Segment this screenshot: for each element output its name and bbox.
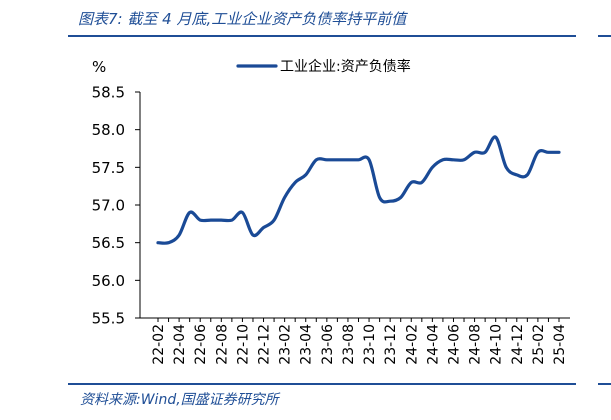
x-tick-label: 25-02 (531, 324, 547, 365)
x-tick-label: 22-10 (235, 324, 251, 365)
legend-label: 工业企业:资产负债率 (280, 58, 411, 75)
y-ticks: 58.5 58.0 57.5 57.0 56.5 56.0 55.5 (92, 84, 140, 328)
x-tick-label: 22-02 (151, 324, 167, 365)
x-tick-label: 25-04 (552, 324, 568, 365)
x-ticks: 22-02 22-04 22-06 22-08 22-10 22-12 23-02 23-04… (151, 318, 568, 365)
y-tick-label: 56.0 (92, 272, 125, 290)
x-tick-label: 24-04 (425, 324, 441, 365)
y-unit-label: % (92, 58, 106, 76)
figure-title: 图表7: 截至 4 月底,工业企业资产负债率持平前值 (78, 10, 407, 28)
x-tick-label: 23-08 (341, 324, 357, 365)
x-tick-label: 23-06 (320, 324, 336, 365)
x-tick-label: 22-04 (172, 324, 188, 365)
x-tick-label: 24-12 (510, 324, 526, 365)
x-tick-label: 24-02 (404, 324, 420, 365)
y-tick-label: 58.5 (92, 84, 125, 102)
plot-area (156, 135, 561, 245)
bottom-rule (68, 383, 576, 385)
top-rule (68, 35, 576, 37)
y-tick-label: 58.0 (92, 121, 125, 139)
series-line (156, 135, 561, 245)
x-tick-label: 22-12 (257, 324, 273, 365)
x-tick-label: 23-12 (383, 324, 399, 365)
x-tick-label: 22-06 (193, 324, 209, 365)
x-tick-label: 23-10 (362, 324, 378, 365)
bottom-rule-right (598, 383, 611, 385)
x-tick-label: 24-06 (446, 324, 462, 365)
y-tick-label: 55.5 (92, 310, 125, 328)
chart-axes: % (92, 58, 570, 319)
legend: 工业企业:资产负债率 (236, 58, 411, 75)
x-tick-label: 24-10 (489, 324, 505, 365)
y-tick-label: 57.5 (92, 159, 125, 177)
y-tick-label: 56.5 (92, 234, 125, 252)
x-tick-label: 22-08 (214, 324, 230, 365)
y-tick-label: 57.0 (92, 197, 125, 215)
x-tick-label: 23-04 (299, 324, 315, 365)
x-tick-label: 23-02 (278, 324, 294, 365)
x-tick-label: 24-08 (468, 324, 484, 365)
source-note: 资料来源:Wind,国盛证券研究所 (80, 392, 279, 408)
top-rule-right (598, 35, 611, 37)
